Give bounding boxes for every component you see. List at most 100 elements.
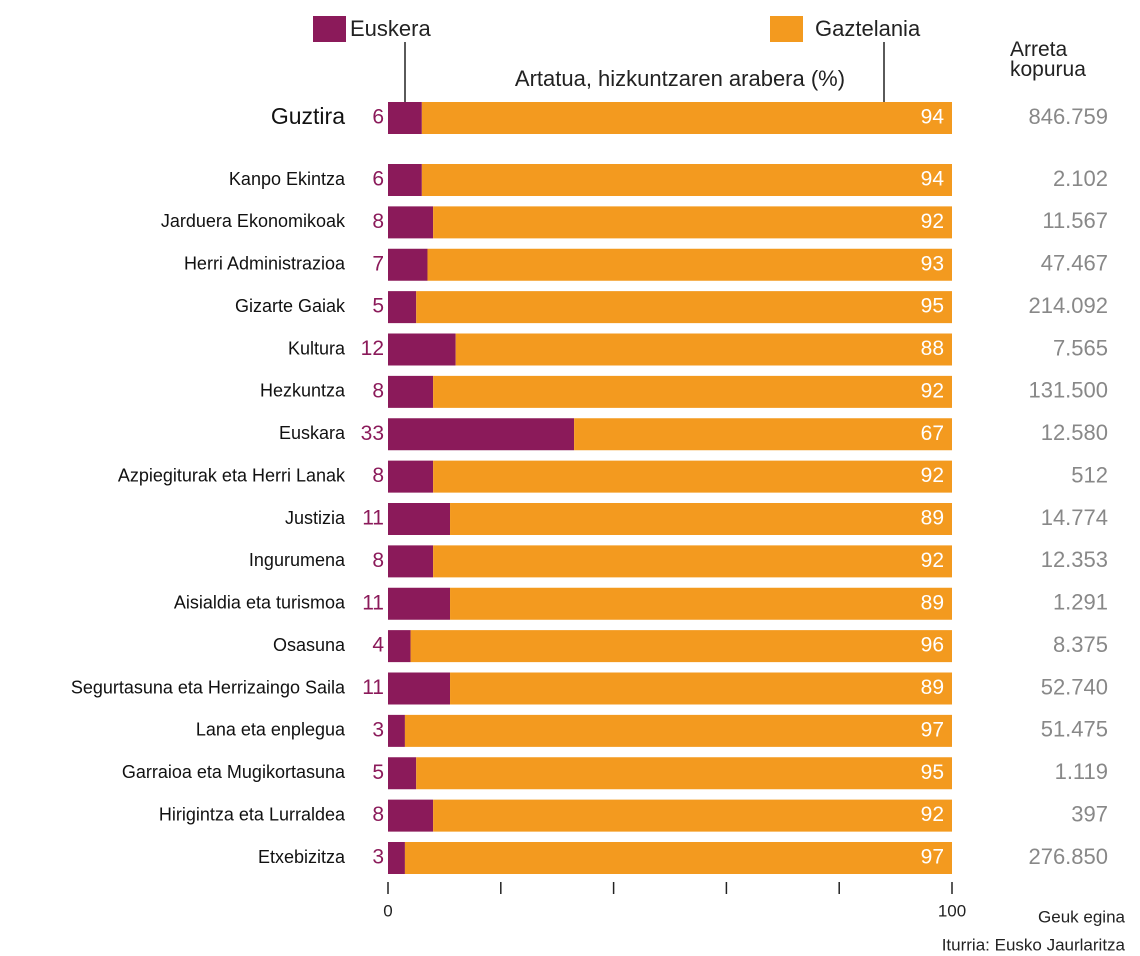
category-label: Aisialdia eta turismoa [174, 593, 346, 613]
data-label: 96 [921, 634, 944, 657]
bar-segment [388, 842, 405, 874]
legend-swatch [313, 16, 346, 42]
bar-segment [388, 757, 417, 790]
category-label: Kultura [288, 338, 346, 358]
total-label: 131.500 [1028, 378, 1108, 403]
bar-segment [410, 630, 952, 663]
bar-segment [388, 672, 451, 705]
bar-segment [388, 333, 456, 366]
legend-swatch [770, 16, 803, 42]
data-label: 92 [921, 210, 944, 233]
data-label: 12 [361, 337, 384, 360]
bar-segment [574, 418, 952, 451]
bar-segment [450, 672, 952, 705]
data-label: 3 [372, 846, 384, 869]
category-label: Lana eta enplegua [196, 720, 346, 740]
x-tick-label: 0 [383, 901, 392, 920]
bar-segment [388, 206, 434, 239]
total-label: 12.353 [1041, 547, 1108, 572]
data-label: 95 [921, 295, 944, 318]
data-label: 8 [372, 210, 384, 233]
data-label: 97 [921, 846, 944, 869]
bar-segment [421, 102, 953, 134]
total-label: 12.580 [1041, 420, 1108, 445]
bar-segment [421, 164, 953, 196]
total-label: 1.291 [1053, 590, 1108, 615]
data-label: 7 [372, 252, 384, 275]
total-label: 1.119 [1055, 759, 1108, 784]
bar-segment [433, 799, 952, 832]
bar-segment [388, 164, 422, 196]
category-label: Etxebizitza [258, 847, 346, 867]
bar-segment [388, 375, 434, 408]
data-label: 94 [921, 168, 945, 191]
bar-segment [388, 503, 451, 535]
subtitle: Artatua, hizkuntzaren arabera (%) [515, 66, 845, 91]
category-label: Hezkuntza [260, 381, 346, 401]
bar-segment [450, 503, 952, 535]
category-label: Osasuna [273, 635, 346, 655]
data-label: 89 [921, 507, 944, 530]
data-label: 5 [372, 295, 384, 318]
bar-segment [404, 714, 952, 747]
legend-label: Euskera [350, 16, 431, 41]
total-label: 11.567 [1042, 208, 1108, 233]
totals-header: Arreta kopurua [1010, 38, 1086, 81]
bar-segment [450, 587, 952, 620]
category-label: Herri Administrazioa [184, 254, 346, 274]
total-label: 512 [1071, 462, 1108, 487]
data-label: 8 [372, 549, 384, 572]
total-label: 846.759 [1028, 104, 1108, 129]
category-label: Justizia [285, 508, 346, 528]
category-label: Garraioa eta Mugikortasuna [122, 762, 346, 782]
data-label: 89 [921, 676, 944, 699]
data-label: 33 [361, 422, 384, 445]
bar-segment [433, 375, 952, 408]
bar-segment [388, 102, 422, 134]
total-label: 276.850 [1028, 844, 1108, 869]
data-label: 6 [372, 106, 384, 129]
data-label: 8 [372, 464, 384, 487]
data-label: 11 [362, 676, 384, 699]
data-label: 3 [372, 718, 384, 741]
bar-segment [433, 206, 952, 239]
data-label: 88 [921, 337, 944, 360]
category-label: Hirigintza eta Lurraldea [159, 804, 346, 824]
category-label: Euskara [279, 423, 346, 443]
category-label: Guztira [271, 103, 345, 129]
total-label: 397 [1071, 801, 1108, 826]
data-label: 11 [362, 507, 384, 530]
bar-segment [388, 460, 434, 493]
bar-segment [404, 842, 952, 874]
total-label: 52.740 [1041, 674, 1108, 699]
total-label: 7.565 [1053, 335, 1108, 360]
x-tick-label: 100 [938, 901, 966, 920]
data-label: 5 [372, 761, 384, 784]
bar-segment [388, 630, 411, 663]
data-label: 4 [372, 634, 384, 657]
data-label: 6 [372, 168, 384, 191]
note: Iturria: Eusko Jaurlaritza [942, 935, 1126, 954]
data-label: 94 [921, 106, 945, 129]
total-label: 2.102 [1053, 166, 1108, 191]
bar-segment [455, 333, 952, 366]
bar-segment [433, 545, 952, 578]
bar-segment [388, 418, 575, 451]
category-label: Azpiegiturak eta Herri Lanak [118, 465, 346, 485]
bar-segment [388, 587, 451, 620]
bar-segment [416, 291, 952, 324]
data-label: 67 [921, 422, 944, 445]
total-label: 47.467 [1041, 251, 1108, 276]
data-label: 92 [921, 379, 944, 402]
bar-segment [388, 248, 428, 281]
data-label: 97 [921, 718, 944, 741]
data-label: 92 [921, 803, 944, 826]
data-label: 92 [921, 464, 944, 487]
category-label: Segurtasuna eta Herrizaingo Saila [71, 677, 346, 697]
data-label: 8 [372, 803, 384, 826]
bar-segment [388, 799, 434, 832]
bar-segment [416, 757, 952, 790]
note: Geuk egina [1038, 907, 1125, 926]
total-label: 51.475 [1041, 717, 1108, 742]
